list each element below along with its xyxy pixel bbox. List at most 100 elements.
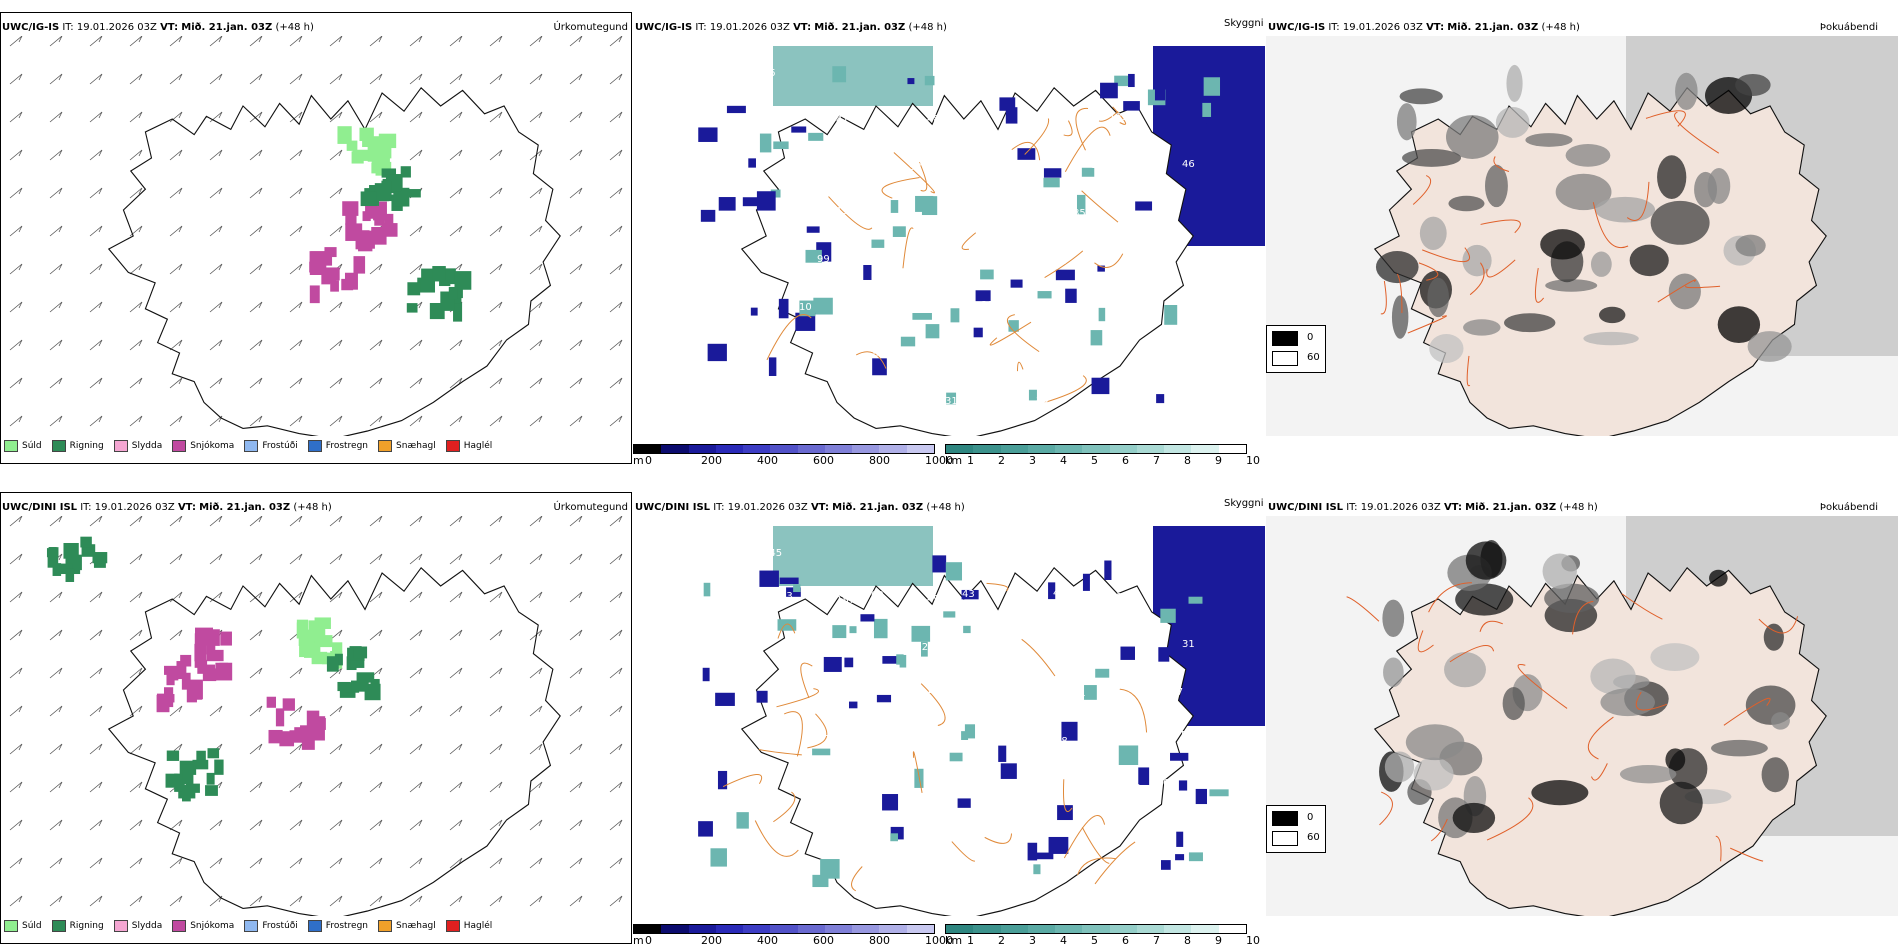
cloud-cell	[718, 197, 736, 211]
wind-barb	[249, 857, 263, 869]
legend-item: Frostúði	[244, 440, 298, 452]
cloud-cell	[786, 587, 801, 597]
wind-barb	[169, 591, 183, 603]
cloud-cell	[1154, 86, 1166, 101]
wind-barb	[609, 301, 623, 313]
fog-patch	[1619, 765, 1677, 784]
wind-barb	[249, 705, 263, 717]
precip-cell	[407, 282, 421, 296]
wind-barb	[289, 263, 303, 275]
wind-barb	[569, 339, 583, 351]
cloud-base-label: 61	[1090, 731, 1103, 742]
wind-barb	[169, 149, 183, 161]
precip-cell	[300, 725, 313, 739]
precip-cell	[332, 642, 343, 657]
colorbar-bin	[715, 925, 744, 933]
colorbar-bin	[1164, 925, 1192, 933]
cloud-cell	[703, 582, 711, 597]
cloud-base-unit: m	[633, 454, 644, 467]
cloud-base-label: 45	[1127, 394, 1140, 405]
wind-barb	[249, 377, 263, 389]
wind-barbs	[9, 36, 623, 427]
colorbar-bin	[1109, 445, 1137, 453]
cloud-base-label: 45	[908, 253, 921, 264]
panel-frame	[0, 12, 632, 464]
cloud-base-tick: 200	[701, 934, 722, 947]
road	[986, 582, 1009, 592]
precip-cell	[266, 696, 277, 708]
precip-cell	[381, 223, 398, 237]
cloud-cell	[778, 298, 789, 319]
wind-barb	[369, 263, 383, 275]
wind-barb	[609, 187, 623, 199]
wind-barb	[89, 857, 103, 869]
wind-barb	[89, 415, 103, 427]
cloud-base-tick: 600	[813, 454, 834, 467]
wind-barb	[249, 781, 263, 793]
wind-barb	[49, 73, 63, 85]
cloud-cell	[1091, 377, 1110, 395]
precip-cell	[194, 643, 207, 662]
wind-barb	[9, 781, 23, 793]
wind-barb	[369, 781, 383, 793]
wind-barb	[609, 36, 623, 47]
cloud-base-label: 145	[763, 548, 782, 559]
precip-cell	[174, 773, 185, 792]
wind-barb	[49, 516, 63, 527]
colorbar-bin	[797, 925, 825, 933]
road	[722, 774, 762, 788]
road	[807, 713, 828, 749]
legend-item: Haglél	[445, 920, 492, 932]
road	[951, 841, 976, 862]
wind-barb	[329, 111, 343, 123]
wind-barb	[289, 516, 303, 527]
wind-barb	[289, 225, 303, 237]
wind-barb	[569, 629, 583, 641]
wind-barb	[369, 629, 383, 641]
precip-cell	[359, 127, 374, 142]
wind-barb	[329, 516, 343, 527]
cloud-cell	[900, 336, 916, 347]
road	[1098, 111, 1119, 122]
precip-cell	[214, 759, 224, 775]
wind-barb	[489, 36, 503, 47]
cloud-cell	[768, 357, 777, 376]
road	[1011, 141, 1041, 161]
cloud-base-label: 76	[1128, 303, 1141, 314]
fog-patch	[1650, 200, 1710, 245]
cloud-base-label: 49	[1055, 256, 1068, 267]
wind-barb	[409, 591, 423, 603]
wind-barb	[49, 187, 63, 199]
wind-barb	[449, 339, 463, 351]
visibility-tick: 10	[1246, 454, 1260, 467]
panel-header: UWC/IG-IS IT: 19.01.2026 03Z VT: Mið. 21…	[1268, 22, 1580, 33]
cloud-base-label: 38	[1126, 635, 1139, 646]
cloud-cell	[1008, 320, 1019, 332]
precip-cell	[381, 168, 397, 178]
panel-header: UWC/DINI ISL IT: 19.01.2026 03Z VT: Mið.…	[1268, 502, 1598, 513]
road	[1657, 279, 1696, 303]
road	[1016, 361, 1024, 372]
cloud-cell	[963, 625, 971, 634]
road	[1396, 273, 1403, 313]
legend-item: Slydda	[113, 440, 163, 452]
cloud-base-label: 44	[854, 877, 867, 888]
road	[989, 321, 1032, 346]
cloud-cell	[823, 656, 842, 672]
wind-barb	[169, 629, 183, 641]
wind-barb	[289, 377, 303, 389]
wind-barb	[289, 857, 303, 869]
wind-barb	[409, 819, 423, 831]
wind-barb	[409, 516, 423, 527]
wind-barb	[209, 301, 223, 313]
cloud-base-label: 46	[1182, 159, 1195, 170]
wind-barb	[9, 225, 23, 237]
legend-label: Slydda	[131, 441, 163, 451]
fog-patch	[1659, 781, 1703, 825]
cloud-base-label: 93	[1128, 783, 1141, 794]
cloud-cell	[949, 752, 963, 762]
cloud-base-label: 81	[963, 828, 976, 839]
coastline	[740, 86, 1194, 436]
wind-barb	[49, 781, 63, 793]
cloud-base-label: 39	[981, 300, 994, 311]
